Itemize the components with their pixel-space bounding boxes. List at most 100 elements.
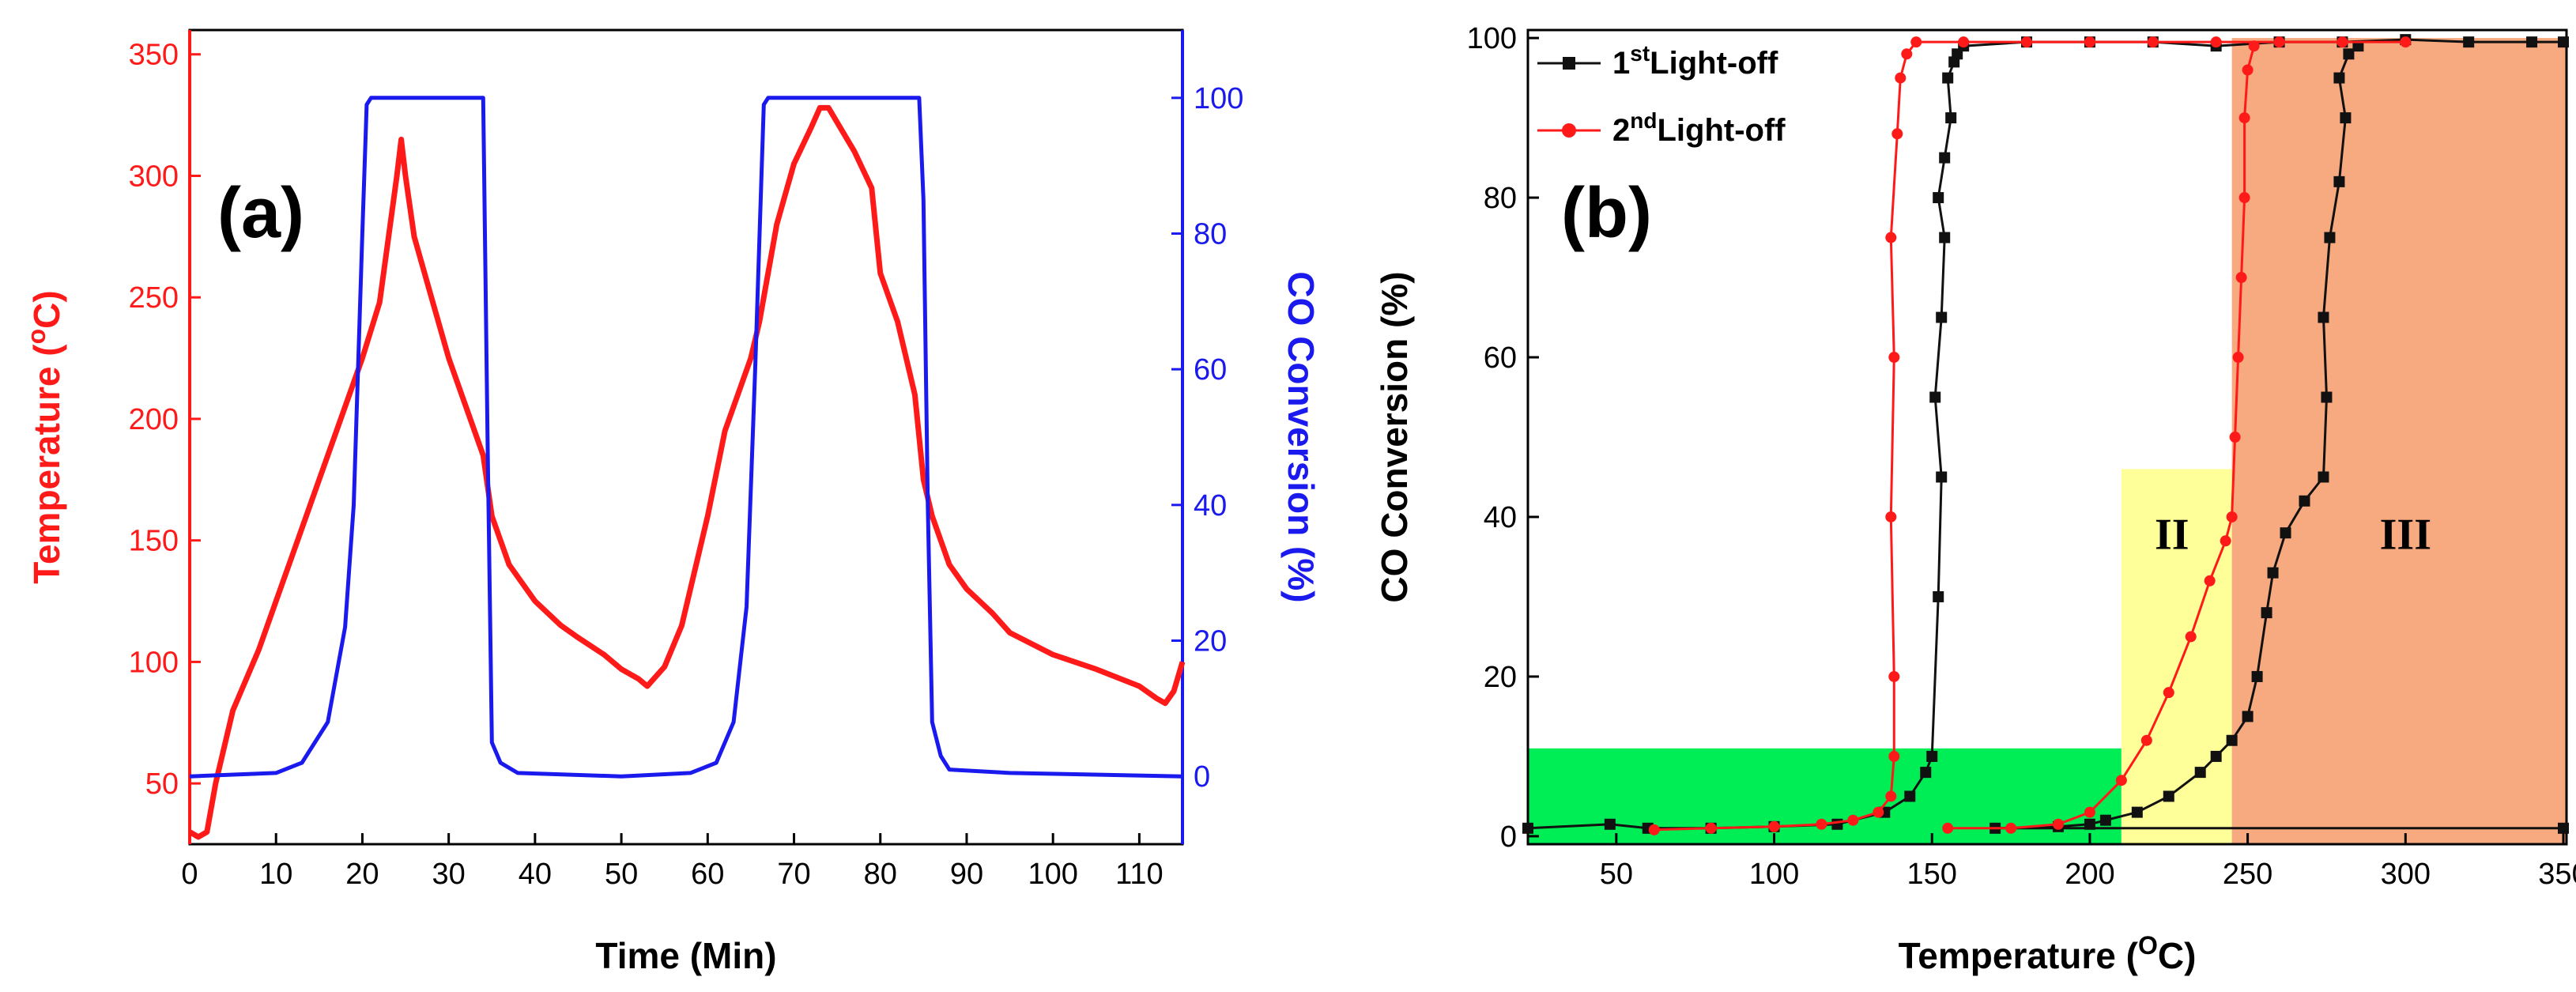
- legend-marker-circle-icon: [1562, 123, 1576, 138]
- first-light-off-point: [2226, 734, 2238, 746]
- right-y-tick-label: 100: [1194, 82, 1243, 115]
- x-tick-label: 50: [605, 858, 638, 891]
- legend-item-2nd-light-off: 2ndLight-off: [1537, 108, 1786, 148]
- first-light-off-point: [2280, 527, 2291, 539]
- region-III-band: [2231, 38, 2567, 844]
- second-light-off-line: [1948, 45, 2256, 830]
- first-light-off-point: [2558, 822, 2570, 834]
- first-light-off-point: [1939, 232, 1951, 243]
- first-light-off-point: [2318, 311, 2329, 323]
- right-y-tick-label: 60: [1194, 353, 1227, 387]
- panel-a-time-chart: 0 10 20 30 40 50 60 70 80 90 100 110501001502002503…: [22, 28, 1322, 976]
- left-y-tick-label: 350: [129, 39, 179, 72]
- second-light-off-point: [2273, 36, 2285, 48]
- left-y-tick-label: 250: [129, 281, 179, 315]
- y-tick-label: 80: [1484, 182, 1517, 215]
- first-light-off-point: [2163, 790, 2174, 802]
- x-tick-label: 200: [2065, 858, 2114, 891]
- first-light-off-point: [1929, 391, 1941, 403]
- first-light-off-point: [1904, 790, 1916, 802]
- first-light-off-point: [2343, 48, 2355, 60]
- second-light-off-point: [1873, 806, 1884, 818]
- second-light-off-point: [2005, 822, 2017, 834]
- x-tick-label: 110: [1115, 858, 1164, 891]
- x-tick-label: 80: [864, 858, 897, 891]
- x-tick-label: 300: [2381, 858, 2431, 891]
- x-tick-label: 70: [777, 858, 810, 891]
- second-light-off-point: [2337, 36, 2348, 48]
- legend-label-2nd-text: Light-off: [1657, 113, 1786, 148]
- second-light-off-point: [1847, 814, 1859, 826]
- second-light-off-point: [2163, 687, 2174, 699]
- x-tick-label: 30: [432, 858, 466, 891]
- first-light-off-point: [2333, 72, 2345, 84]
- first-light-off-point: [1933, 192, 1944, 204]
- x-tick-label: 50: [1600, 858, 1633, 891]
- first-light-off-point: [2321, 391, 2333, 403]
- x-tick-label: 100: [1028, 858, 1077, 891]
- second-light-off-point: [2084, 806, 2095, 818]
- legend-marker-square-icon: [1563, 57, 1575, 70]
- panel-a-left-axis-title: Temperature (oC): [22, 290, 67, 583]
- panel-b-lightoff-chart: IIIIII 50100150200250300350020406080100 …: [1374, 22, 2576, 976]
- second-light-off-point: [2084, 36, 2095, 48]
- x-tick-label: 350: [2538, 858, 2576, 891]
- left-axis-title-sup: o: [22, 329, 51, 345]
- y-tick-label: 20: [1484, 661, 1517, 694]
- left-y-tick-label: 50: [145, 768, 179, 801]
- region-II-label: II: [2155, 510, 2189, 559]
- x-axis-title-main: Temperature (: [1899, 935, 2139, 976]
- x-tick-label: 10: [259, 858, 292, 891]
- second-light-off-point: [2248, 40, 2260, 52]
- panel-a-x-axis-title: Time (Min): [595, 935, 776, 976]
- first-light-off-point: [2242, 711, 2254, 722]
- y-tick-label: 60: [1484, 341, 1517, 375]
- first-light-off-point: [1522, 822, 1533, 834]
- second-light-off-point: [1888, 750, 1900, 762]
- x-tick-label: 20: [345, 858, 379, 891]
- panel-b-x-axis-title: Temperature (OC): [1899, 931, 2197, 976]
- first-light-off-point: [2194, 767, 2206, 779]
- second-light-off-point: [1901, 48, 1913, 60]
- second-light-off-point: [2229, 432, 2241, 443]
- temperature-series: [188, 104, 1186, 840]
- first-light-off-point: [2333, 175, 2345, 187]
- first-light-off-point: [1936, 471, 1948, 483]
- second-light-off-point: [1910, 36, 1922, 48]
- legend-label-2nd-sup: nd: [1630, 108, 1657, 133]
- first-light-off-point: [1920, 767, 1932, 779]
- x-axis-title-end: C): [2158, 935, 2197, 976]
- x-axis-title-sup: O: [2138, 931, 2158, 960]
- first-light-off-point: [2299, 495, 2310, 507]
- first-light-off-point: [2261, 607, 2272, 619]
- right-y-tick-label: 20: [1194, 625, 1227, 658]
- region-I-band: [1528, 748, 2122, 844]
- x-tick-label: 150: [1907, 858, 1957, 891]
- x-tick-label: 60: [691, 858, 724, 891]
- first-light-off-point: [2318, 471, 2329, 483]
- legend-label-1st-text: Light-off: [1650, 46, 1778, 81]
- y-tick-label: 40: [1484, 501, 1517, 534]
- y-tick-label: 0: [1500, 820, 1517, 854]
- second-light-off-point: [2210, 36, 2222, 48]
- first-light-off-point: [2267, 567, 2279, 579]
- second-light-off-point: [1648, 824, 1660, 835]
- second-light-off-point: [2021, 36, 2033, 48]
- first-light-off-point: [2251, 670, 2263, 682]
- second-light-off-point: [2400, 36, 2412, 48]
- first-light-off-point: [2324, 232, 2336, 243]
- second-light-off-point: [1888, 352, 1900, 364]
- first-light-off-point: [1936, 311, 1948, 323]
- first-light-off-point: [1945, 112, 1957, 124]
- second-light-off-point: [2204, 575, 2216, 587]
- first-light-off-point: [1939, 152, 1951, 164]
- lightoff-series: [1522, 34, 2570, 835]
- second-light-off-point: [1885, 790, 1897, 802]
- panel-b-plot-frame: [1526, 28, 2568, 846]
- first-light-off-point: [2558, 36, 2570, 48]
- region-II-band: [2121, 469, 2232, 844]
- panel-a-ticks: 0 10 20 30 40 50 60 70 80 90 100 110501001502002503…: [129, 30, 1243, 891]
- first-light-off-point: [1926, 750, 1938, 762]
- first-light-off-point: [2526, 36, 2538, 48]
